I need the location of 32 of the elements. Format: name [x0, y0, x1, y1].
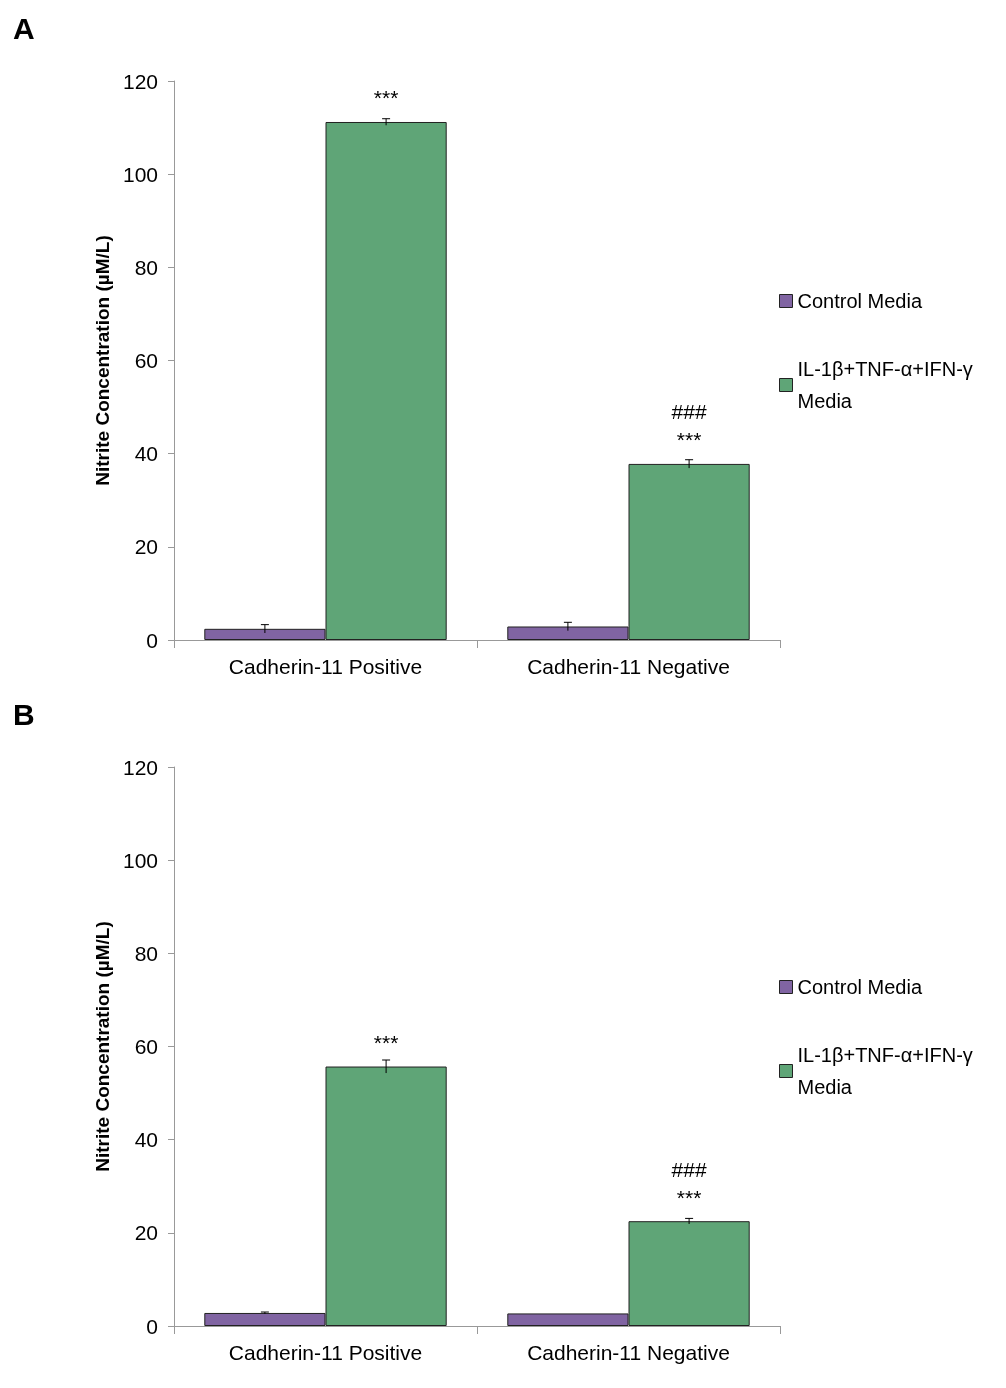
y-tick-label: 40: [134, 442, 158, 466]
x-tick-label: Cadherin-11 Positive: [228, 655, 423, 678]
x-tick-label: Cadherin-11 Positive: [228, 1341, 423, 1364]
y-tick-label: 60: [134, 1035, 158, 1058]
y-tick-label: 100: [122, 848, 158, 872]
y-tick-label: 120: [122, 69, 158, 93]
y-tick-label: 100: [122, 162, 158, 186]
y-tick-label: 0: [146, 1314, 158, 1338]
y-tick-label: 60: [134, 349, 158, 372]
y-tick-label: 80: [134, 941, 158, 965]
y-tick-label: 20: [134, 1221, 158, 1245]
y-tick-label: 0: [146, 628, 158, 652]
legend-label: Control Media: [797, 290, 923, 312]
chart-title: A: [13, 11, 35, 45]
legend-label: IL-1β+TNF-α+IFN-γ Media: [797, 358, 979, 412]
annotation: ***: [676, 428, 702, 452]
y-tick-label: 120: [122, 755, 158, 779]
chart-title: B: [13, 697, 35, 731]
x-tick-label: Cadherin-11 Negative: [527, 655, 730, 678]
y-axis-title: Nitrite Concentration (µM/L): [92, 921, 113, 1172]
y-tick-label: 40: [134, 1128, 158, 1152]
annotation: ###: [671, 1157, 707, 1181]
annotation: ***: [373, 1031, 399, 1055]
legend-label: IL-1β+TNF-α+IFN-γ Media: [797, 1044, 979, 1098]
y-axis-title: Nitrite Concentration (µM/L): [92, 235, 113, 486]
annotation: ***: [676, 1185, 702, 1209]
annotation: ***: [373, 86, 399, 110]
y-tick-label: 80: [134, 255, 158, 279]
x-tick-label: Cadherin-11 Negative: [527, 1341, 730, 1364]
y-tick-label: 20: [134, 535, 158, 559]
legend-label: Control Media: [797, 976, 923, 998]
annotation: ###: [671, 400, 707, 424]
